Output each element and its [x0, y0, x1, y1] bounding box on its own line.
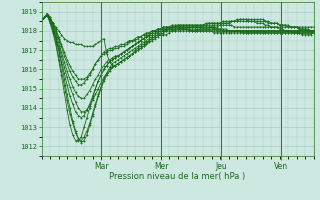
X-axis label: Pression niveau de la mer( hPa ): Pression niveau de la mer( hPa ): [109, 172, 246, 181]
